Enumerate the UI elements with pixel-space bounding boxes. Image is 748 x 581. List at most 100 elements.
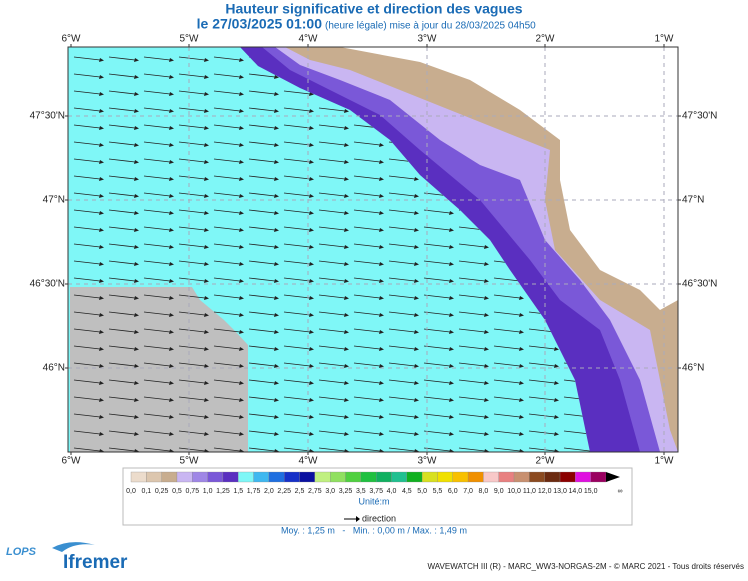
lat-label-left: 46°N bbox=[43, 363, 65, 374]
arrow bbox=[353, 362, 381, 367]
arrow bbox=[143, 447, 171, 452]
arrow bbox=[213, 56, 241, 61]
arrow bbox=[283, 379, 311, 384]
arrow-head bbox=[239, 143, 244, 147]
arrow-head bbox=[204, 432, 209, 436]
color-swatch bbox=[513, 471, 530, 483]
color-swatch bbox=[222, 471, 239, 483]
arrow-head bbox=[204, 92, 209, 96]
arrow bbox=[178, 243, 206, 248]
scale-label: 5,0 bbox=[417, 488, 427, 495]
color-swatch bbox=[207, 471, 224, 483]
arrow bbox=[283, 430, 311, 435]
arrow bbox=[318, 413, 346, 418]
arrow bbox=[73, 277, 101, 282]
arrow bbox=[108, 362, 136, 367]
arrow bbox=[388, 362, 416, 367]
arrow-head bbox=[309, 245, 314, 249]
arrow-head bbox=[99, 109, 104, 113]
arrow-head bbox=[204, 245, 209, 249]
arrow-head bbox=[519, 415, 524, 419]
lon-label-top: 2°W bbox=[536, 34, 556, 45]
logo-wave bbox=[52, 542, 95, 552]
arrow-head bbox=[379, 347, 384, 351]
arrow bbox=[248, 430, 276, 435]
arrow bbox=[248, 447, 276, 452]
arrow bbox=[458, 413, 486, 418]
credit: WAVEWATCH III (R) - MARC_WW3-NORGAS-2M -… bbox=[428, 562, 744, 571]
lon-label-top: 6°W bbox=[62, 34, 82, 45]
arrow bbox=[178, 209, 206, 214]
arrow-head bbox=[274, 279, 279, 283]
arrow bbox=[353, 345, 381, 350]
arrow-head bbox=[344, 432, 349, 436]
arrow bbox=[178, 328, 206, 333]
arrow-head bbox=[519, 398, 524, 402]
arrow bbox=[318, 311, 346, 316]
arrow-head bbox=[239, 228, 244, 232]
arrow bbox=[458, 447, 486, 452]
color-swatch bbox=[238, 471, 254, 483]
arrow bbox=[353, 328, 381, 333]
arrow bbox=[493, 345, 521, 350]
arrow bbox=[143, 345, 171, 350]
arrow-head bbox=[204, 330, 209, 334]
arrow bbox=[248, 107, 276, 112]
arrow-head bbox=[274, 126, 279, 130]
arrow bbox=[528, 396, 556, 401]
arrow bbox=[108, 175, 136, 180]
arrow bbox=[143, 73, 171, 78]
arrow-head bbox=[204, 160, 209, 164]
arrow-head bbox=[344, 262, 349, 266]
arrow bbox=[458, 243, 486, 248]
arrow bbox=[388, 328, 416, 333]
arrow bbox=[493, 430, 521, 435]
arrow-head bbox=[204, 194, 209, 198]
arrow bbox=[143, 413, 171, 418]
arrow-head bbox=[204, 228, 209, 232]
arrow-head bbox=[414, 194, 419, 198]
scale-label: 12,0 bbox=[538, 488, 552, 495]
arrow-head bbox=[204, 449, 209, 452]
arrow bbox=[178, 362, 206, 367]
arrow bbox=[318, 277, 346, 282]
arrow-head bbox=[169, 364, 174, 368]
arrow-head bbox=[379, 228, 384, 232]
arrow bbox=[213, 345, 241, 350]
arrow bbox=[108, 56, 136, 61]
arrow-head bbox=[169, 126, 174, 130]
arrow bbox=[318, 192, 346, 197]
arrow-head bbox=[134, 228, 139, 232]
arrow-head bbox=[414, 245, 419, 249]
arrow-head bbox=[449, 381, 454, 385]
arrow bbox=[248, 192, 276, 197]
arrow bbox=[73, 430, 101, 435]
scale-label: 3,0 bbox=[325, 488, 335, 495]
arrow-head bbox=[309, 432, 314, 436]
arrow-head bbox=[519, 364, 524, 368]
arrow-head bbox=[344, 279, 349, 283]
arrow-head bbox=[554, 432, 559, 436]
arrow-head bbox=[274, 432, 279, 436]
arrow bbox=[248, 413, 276, 418]
arrow bbox=[213, 192, 241, 197]
arrow bbox=[388, 277, 416, 282]
arrow-head bbox=[134, 364, 139, 368]
arrow bbox=[388, 396, 416, 401]
arrow-head bbox=[449, 432, 454, 436]
arrow-head bbox=[274, 449, 279, 452]
arrow-head bbox=[99, 211, 104, 215]
arrow-head bbox=[274, 313, 279, 317]
arrow-head bbox=[379, 449, 384, 452]
color-swatch bbox=[559, 471, 576, 483]
arrow-head bbox=[239, 92, 244, 96]
arrow bbox=[143, 90, 171, 95]
arrow-head bbox=[99, 245, 104, 249]
arrow bbox=[248, 277, 276, 282]
arrow-head bbox=[554, 381, 559, 385]
arrow-head bbox=[204, 211, 209, 215]
arrow bbox=[73, 192, 101, 197]
arrow-head bbox=[239, 296, 244, 300]
arrow-head bbox=[484, 364, 489, 368]
arrow bbox=[318, 175, 346, 180]
